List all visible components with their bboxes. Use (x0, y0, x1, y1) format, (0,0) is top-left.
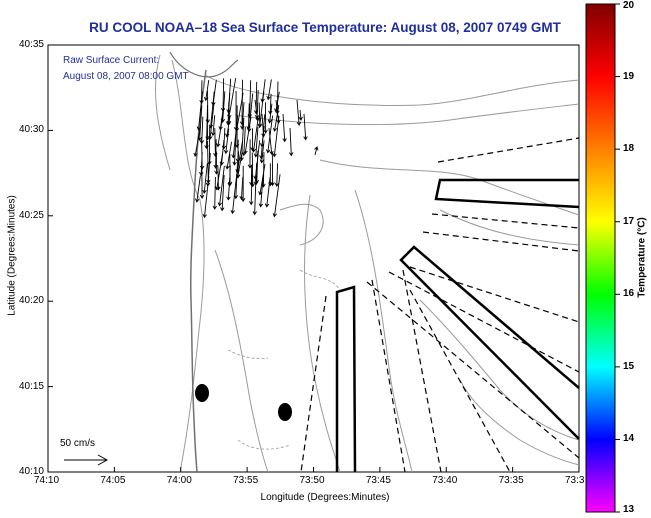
current-arrow (268, 127, 274, 156)
current-arrow (210, 115, 216, 137)
colorbar-tick-label: 15 (623, 360, 635, 372)
marker-oval-east (278, 403, 292, 421)
x-tick-label: 73:45 (365, 475, 391, 486)
current-arrow (272, 104, 280, 132)
dashed-fan-lines (300, 137, 580, 473)
colorbar-tick-label: 19 (623, 70, 635, 82)
x-tick-label: 74:00 (166, 475, 192, 486)
scale-label: 50 cm/s (60, 438, 96, 449)
current-arrow (261, 113, 266, 138)
area-box-east (434, 178, 580, 209)
figure-title: RU COOL NOAA–18 Sea Surface Temperature:… (89, 20, 561, 35)
current-arrow (250, 128, 255, 152)
current-arrow (205, 117, 210, 141)
current-arrow (232, 129, 237, 166)
current-vectors (193, 78, 319, 219)
colorbar-tick-label: 16 (623, 288, 635, 300)
current-arrow (267, 103, 273, 124)
x-tick-label: 73:50 (299, 475, 325, 486)
x-axis-label: Longitude (Degrees:Minutes) (260, 492, 390, 503)
current-arrow (266, 79, 272, 101)
current-arrow (282, 113, 287, 143)
colorbar (585, 3, 616, 513)
colorbar-tick-label: 18 (623, 143, 635, 155)
current-label: Raw Surface Current: August 08, 2007 08:… (63, 53, 189, 85)
current-arrow (274, 163, 280, 187)
current-arrow (216, 115, 224, 148)
current-arrow (241, 126, 247, 157)
current-arrow (254, 99, 260, 122)
current-arrow (193, 127, 201, 157)
colorbar-ticks (615, 3, 620, 513)
current-arrow (265, 115, 274, 154)
harbor-coastline (169, 51, 239, 78)
y-tick-label: 40:10 (18, 466, 44, 477)
marker-oval-west (195, 384, 209, 402)
current-label-line2: August 08, 2007 08:00 GMT (63, 71, 189, 82)
current-arrow (217, 165, 225, 207)
current-arrow (264, 177, 271, 208)
current-arrow (259, 140, 265, 164)
current-arrow (202, 163, 208, 194)
current-arrow (216, 165, 221, 191)
y-tick-label: 40:15 (18, 380, 44, 392)
current-arrow (230, 174, 238, 215)
current-arrow (247, 139, 253, 169)
colorbar-title: Temperature (°C) (636, 217, 648, 298)
y-tick-label: 40:20 (18, 295, 44, 307)
current-arrow (298, 109, 303, 121)
current-arrow (275, 99, 281, 124)
current-arrow (219, 139, 225, 166)
plot-frame (47, 44, 580, 473)
colorbar-tick-label: 20 (623, 0, 635, 11)
colorbar-tick-label: 14 (623, 433, 635, 445)
current-label-line1: Raw Surface Current: (63, 55, 160, 66)
current-arrow (263, 102, 268, 134)
x-tick-label: 73:55 (233, 475, 259, 486)
coastline (189, 69, 207, 473)
x-tick-label: 73:35 (498, 475, 524, 486)
current-arrow (257, 102, 262, 128)
current-arrow (272, 174, 281, 218)
current-arrow (249, 174, 254, 206)
x-tick-label: 73:40 (432, 475, 458, 486)
current-arrow (253, 126, 259, 158)
current-arrow (202, 176, 210, 219)
area-box-southeast (399, 245, 580, 440)
current-arrow (239, 176, 244, 201)
y-tick-label: 40:30 (18, 124, 44, 136)
colorbar-tick-label: 13 (623, 504, 635, 515)
x-tick-label: 73:3 (565, 475, 585, 486)
current-arrow (223, 128, 230, 155)
current-arrow (195, 175, 201, 203)
area-box-south (335, 285, 357, 473)
current-arrow (225, 141, 232, 170)
current-arrow (303, 113, 308, 141)
y-tick-label: 40:25 (18, 209, 44, 221)
current-arrow (220, 174, 225, 212)
colorbar-tick-label: 17 (623, 215, 635, 227)
y-tick-label: 40:35 (18, 39, 44, 50)
current-arrow (226, 177, 231, 201)
shallow-contours (227, 269, 341, 450)
current-arrow (252, 175, 257, 216)
current-arrow (296, 99, 302, 126)
x-tick-label: 74:05 (100, 475, 126, 486)
y-axis-ticks (48, 44, 53, 473)
current-arrow (258, 175, 264, 208)
current-arrow (314, 146, 319, 156)
x-axis-ticks (47, 467, 580, 472)
current-arrow (221, 128, 227, 150)
scale-arrow (64, 454, 109, 466)
current-arrow (289, 127, 294, 157)
x-tick-label: 74:10 (34, 475, 60, 486)
current-arrow (199, 162, 205, 199)
current-arrow (212, 176, 217, 210)
area-outlines (335, 178, 580, 473)
